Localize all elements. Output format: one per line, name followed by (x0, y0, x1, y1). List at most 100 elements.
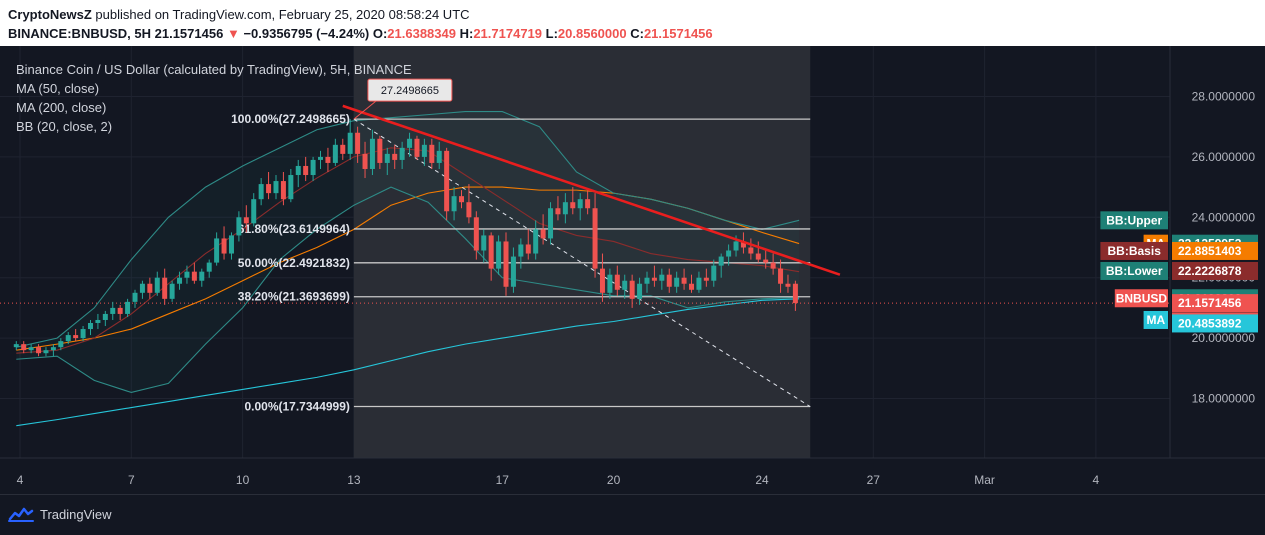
tradingview-brand[interactable]: TradingView (8, 505, 112, 523)
candle-body (755, 253, 761, 260)
candle-body (748, 247, 754, 254)
candle-body (177, 277, 183, 284)
candle-body (614, 274, 620, 290)
publisher-name[interactable]: CryptoNewsZ (8, 7, 92, 22)
price-chart[interactable]: 100.00%(27.2498665) 61.80%(23.6149964) 50.… (0, 46, 1265, 494)
price-tag-title-box (1100, 241, 1168, 260)
candle-body (481, 235, 487, 251)
fib-level-label: 61.80%(23.6149964) (238, 222, 350, 236)
candle-body (629, 280, 635, 299)
candle-body (80, 329, 86, 339)
legend-symbol-title[interactable]: Binance Coin / US Dollar (calculated by … (16, 62, 412, 77)
candle-body (21, 344, 27, 351)
candle-body (792, 283, 798, 304)
price-tag-title: BNBUSD (1116, 291, 1168, 305)
candle-body (154, 277, 160, 293)
candle-body (295, 165, 301, 176)
candle-body (740, 241, 746, 248)
price-tick-label: 18.0000000 (1192, 392, 1256, 406)
candle-body (555, 208, 561, 215)
time-tick-label: 17 (496, 473, 510, 487)
ohlc-high-value: 21.7174719 (473, 26, 543, 41)
candle-body (496, 241, 502, 269)
published-text: published on TradingView.com, February 2… (95, 7, 470, 22)
time-tick-label: 7 (128, 473, 135, 487)
candle-body (726, 250, 732, 257)
candle-body (488, 235, 494, 269)
fib-level-label: 50.00%(22.4921832) (238, 256, 350, 270)
candle-body (763, 259, 769, 263)
candle-body (318, 156, 324, 160)
candle-body (332, 144, 338, 163)
ohlc-open-value: 21.6388349 (387, 26, 456, 41)
candle-body (533, 229, 539, 254)
chart-panel[interactable]: 100.00%(27.2498665) 61.80%(23.6149964) 50.… (0, 46, 1265, 494)
time-tick-label: 27 (867, 473, 881, 487)
candle-body (659, 274, 665, 281)
fib-level-label: 0.00%(17.7344999) (244, 400, 349, 414)
candle-body (169, 283, 175, 299)
candle-body (458, 196, 464, 203)
candle-body (436, 150, 442, 163)
candle-body (102, 313, 108, 320)
candle-body (510, 256, 516, 287)
candle-body (117, 307, 123, 314)
candle-body (36, 347, 42, 354)
price-tag-title: BB:Basis (1108, 244, 1162, 258)
time-tick-label: 13 (347, 473, 361, 487)
candle-body (191, 271, 197, 281)
candle-body (347, 132, 353, 154)
price-tag-box (1172, 314, 1258, 333)
candle-body (577, 199, 583, 209)
candle-body (607, 274, 613, 293)
price-tag-value: 22.8851403 (1178, 244, 1242, 258)
price-tag-value: 20.4853892 (1178, 316, 1242, 330)
tradingview-logo-icon (8, 507, 34, 522)
candle-body (65, 335, 71, 342)
candle-body (711, 265, 717, 281)
candle-body (125, 301, 131, 314)
candle-body (369, 138, 375, 169)
callout-pointer (353, 100, 377, 120)
candle-body (689, 283, 695, 290)
candle-body (599, 268, 605, 293)
candle-body (110, 307, 116, 314)
descending-trendline (342, 104, 841, 276)
candle-body (50, 347, 56, 351)
price-tag-title-box (1143, 310, 1168, 329)
candle-body (214, 238, 220, 263)
price-tag-box (1172, 241, 1258, 260)
candle-body (13, 344, 19, 348)
candle-body (162, 277, 168, 299)
candle-body (384, 153, 390, 163)
candle-body (548, 208, 554, 239)
ohlc-close-value: 21.1571456 (643, 26, 713, 41)
price-tag-title: BB:Upper (1106, 213, 1162, 227)
legend-bollinger[interactable]: BB (20, close, 2) (16, 119, 113, 134)
candle-body (43, 350, 49, 354)
series-bb-upper (16, 111, 800, 348)
price-tick-label: 24.0000000 (1192, 210, 1256, 224)
candle-body (132, 292, 138, 302)
legend-ma50[interactable]: MA (50, close) (16, 81, 100, 96)
ohlc-high-label: H: (459, 26, 474, 41)
candle-body (251, 199, 257, 224)
indicator-legend: Binance Coin / US Dollar (calculated by … (16, 60, 412, 136)
price-tag-box (1172, 294, 1258, 313)
candle-body (651, 277, 657, 281)
candle-body (473, 217, 479, 251)
legend-ma200[interactable]: MA (200, close) (16, 100, 107, 115)
candle-body (147, 283, 153, 293)
symbol-quote-line: BINANCE:BNBUSD, 5H 21.1571456 ▼ −0.93567… (8, 26, 713, 41)
ohlc-close-label: C: (630, 26, 644, 41)
candle-body (355, 132, 361, 154)
ohlc-open-label: O: (372, 26, 388, 41)
candle-body (503, 241, 509, 287)
price-tick-label: 20.0000000 (1192, 331, 1256, 345)
candle-body (139, 283, 145, 293)
symbol-and-price: BINANCE:BNBUSD, 5H 21.1571456 (8, 26, 224, 41)
candle-body (562, 202, 568, 215)
price-tag-box (1172, 261, 1258, 280)
candle-body (362, 153, 368, 169)
candle-body (273, 181, 279, 194)
